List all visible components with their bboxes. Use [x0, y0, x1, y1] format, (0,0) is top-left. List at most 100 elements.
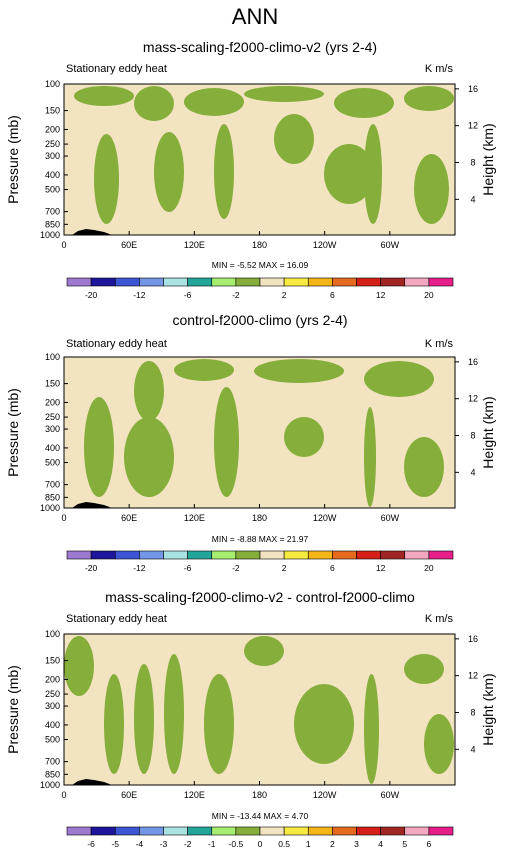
negative-region	[84, 397, 114, 497]
negative-region	[94, 134, 119, 224]
colorbar-box	[114, 550, 140, 560]
colorbar: -6 -5 -4 -3 -2 -1 -0.5 0 0.5 1 2 3 4 5 6	[66, 826, 454, 849]
colorbar-box	[307, 277, 333, 287]
stats-text: MIN = -13.44 MAX = 4.70	[212, 811, 309, 821]
colorbar-box	[283, 550, 309, 560]
panel-title: control-f2000-climo (yrs 2-4)	[172, 312, 347, 328]
colorbar-label: -1	[208, 839, 216, 849]
negative-region	[134, 664, 154, 774]
colorbar-box	[163, 277, 188, 287]
x-tick-label: 0	[61, 790, 66, 800]
y-tick-label: 200	[45, 124, 60, 134]
y-right-tick-label: 12	[468, 394, 478, 404]
negative-region	[364, 407, 376, 507]
colorbar-box	[307, 826, 333, 836]
colorbar-box	[235, 277, 261, 287]
panel-2: control-f2000-climo (yrs 2-4) Stationary…	[5, 312, 496, 573]
colorbar-box	[283, 277, 309, 287]
field-background	[64, 84, 455, 235]
negative-region	[164, 654, 184, 774]
negative-region	[404, 86, 454, 111]
colorbar-label: 12	[376, 290, 386, 300]
x-tick-label: 60W	[381, 790, 400, 800]
colorbar-box	[356, 826, 381, 836]
colorbar-label: 12	[376, 563, 386, 573]
colorbar-box	[211, 277, 237, 287]
negative-region	[244, 86, 324, 102]
negative-region	[174, 359, 234, 381]
panel-title: mass-scaling-f2000-climo-v2 - control-f2…	[105, 589, 415, 605]
colorbar-box	[90, 550, 116, 560]
colorbar-label: 5	[402, 839, 407, 849]
negative-region	[404, 437, 444, 497]
colorbar-label: 1	[306, 839, 311, 849]
y-tick-label: 850	[45, 219, 60, 229]
colorbar-label: 2	[330, 839, 335, 849]
colorbar-label: 2	[282, 290, 287, 300]
y-tick-label: 400	[45, 720, 60, 730]
x-tick-label: 60E	[121, 240, 137, 250]
x-tick-label: 120W	[313, 513, 337, 523]
negative-region	[214, 124, 234, 219]
y-tick-label: 250	[45, 689, 60, 699]
colorbar-label: 6	[427, 839, 432, 849]
x-tick-label: 60W	[381, 240, 400, 250]
y-tick-label: 700	[45, 207, 60, 217]
x-tick-label: 120W	[313, 790, 337, 800]
colorbar-label: 0.5	[278, 839, 290, 849]
colorbar-label: -2	[232, 290, 240, 300]
panel-title: mass-scaling-f2000-climo-v2 (yrs 2-4)	[143, 39, 377, 55]
colorbar-label: -6	[87, 839, 95, 849]
colorbar-box	[90, 826, 116, 836]
colorbar-box	[332, 826, 357, 836]
negative-region	[364, 361, 434, 397]
negative-region	[324, 144, 374, 204]
figure-title: ANN	[232, 4, 278, 29]
negative-region	[134, 86, 174, 121]
y-tick-label: 850	[45, 492, 60, 502]
colorbar-box	[428, 277, 454, 287]
colorbar-label: -12	[133, 290, 146, 300]
y-right-axis-label: Height (km)	[480, 396, 496, 468]
y-tick-label: 200	[45, 397, 60, 407]
y-right-tick-label: 16	[468, 84, 478, 94]
colorbar-box	[114, 826, 140, 836]
colorbar-box	[356, 277, 381, 287]
x-tick-label: 60E	[121, 790, 137, 800]
y-tick-label: 500	[45, 458, 60, 468]
y-right-tick-label: 16	[468, 634, 478, 644]
colorbar-box	[163, 550, 188, 560]
y-tick-label: 150	[45, 379, 60, 389]
y-right-tick-label: 8	[470, 431, 475, 441]
colorbar-label: 3	[354, 839, 359, 849]
y-tick-label: 100	[45, 629, 60, 639]
y-tick-label: 400	[45, 170, 60, 180]
y-tick-label: 500	[45, 735, 60, 745]
colorbar-box	[356, 550, 381, 560]
colorbar-box	[332, 277, 357, 287]
x-tick-label: 180	[252, 240, 267, 250]
colorbar-label: 20	[424, 290, 434, 300]
y-right-tick-label: 8	[470, 158, 475, 168]
y-right-tick-label: 8	[470, 708, 475, 718]
colorbar-box	[404, 826, 430, 836]
panel-units: K m/s	[425, 613, 454, 625]
y-tick-label: 1000	[40, 503, 60, 513]
y-tick-label: 1000	[40, 780, 60, 790]
colorbar-box	[380, 550, 406, 560]
negative-region	[124, 417, 174, 497]
y-right-axis-label: Height (km)	[480, 123, 496, 195]
colorbar-box	[259, 277, 285, 287]
colorbar-box	[283, 826, 309, 836]
colorbar-box	[90, 277, 116, 287]
colorbar-box	[139, 277, 164, 287]
panel-left-label: Stationary eddy heat	[66, 613, 167, 625]
colorbar-box	[187, 826, 213, 836]
y-tick-label: 700	[45, 757, 60, 767]
colorbar: -20 -12 -6 -2 2 6 12 20	[66, 277, 454, 300]
colorbar-label: -6	[184, 563, 192, 573]
y-axis-label: Pressure (mb)	[5, 115, 21, 204]
colorbar-label: 6	[330, 290, 335, 300]
